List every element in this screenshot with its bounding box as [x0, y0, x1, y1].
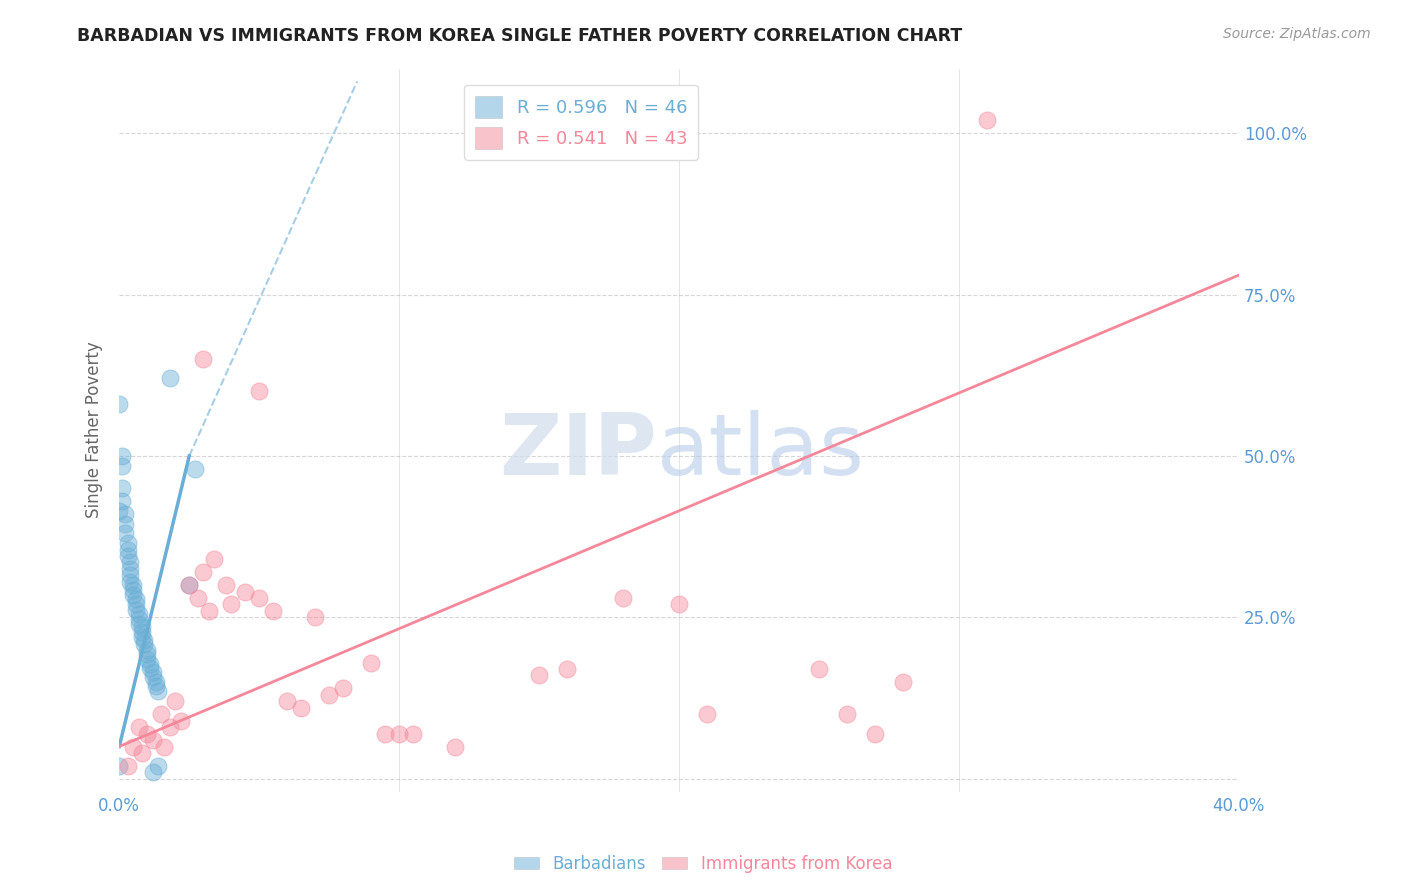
- Point: [142, 765, 165, 780]
- Point: [122, 588, 145, 602]
- Point: [111, 494, 134, 508]
- Point: [402, 726, 425, 740]
- Legend: Barbadians, Immigrants from Korea: Barbadians, Immigrants from Korea: [508, 848, 898, 880]
- Point: [165, 694, 187, 708]
- Point: [142, 665, 165, 680]
- Point: [114, 526, 136, 541]
- Point: [262, 604, 284, 618]
- Point: [247, 591, 270, 605]
- Point: [214, 578, 236, 592]
- Point: [131, 624, 153, 639]
- Point: [136, 652, 159, 666]
- Point: [148, 684, 170, 698]
- Point: [117, 759, 139, 773]
- Point: [117, 549, 139, 563]
- Text: BARBADIAN VS IMMIGRANTS FROM KOREA SINGLE FATHER POVERTY CORRELATION CHART: BARBADIAN VS IMMIGRANTS FROM KOREA SINGL…: [77, 27, 963, 45]
- Point: [114, 516, 136, 531]
- Point: [555, 662, 578, 676]
- Point: [835, 707, 858, 722]
- Point: [360, 656, 382, 670]
- Point: [219, 598, 242, 612]
- Point: [122, 739, 145, 754]
- Point: [145, 680, 167, 694]
- Point: [304, 610, 326, 624]
- Point: [612, 591, 634, 605]
- Point: [134, 638, 156, 652]
- Point: [332, 681, 354, 696]
- Point: [139, 657, 162, 671]
- Point: [142, 670, 165, 684]
- Point: [204, 552, 226, 566]
- Point: [120, 568, 142, 582]
- Point: [128, 720, 150, 734]
- Point: [148, 759, 170, 773]
- Point: [668, 598, 690, 612]
- Point: [170, 714, 193, 728]
- Point: [131, 630, 153, 644]
- Point: [179, 578, 201, 592]
- Point: [891, 674, 914, 689]
- Point: [696, 707, 718, 722]
- Point: [128, 607, 150, 621]
- Point: [193, 352, 215, 367]
- Point: [276, 694, 298, 708]
- Point: [108, 504, 131, 518]
- Point: [120, 574, 142, 589]
- Point: [153, 739, 176, 754]
- Point: [159, 720, 181, 734]
- Point: [193, 565, 215, 579]
- Point: [114, 507, 136, 521]
- Point: [128, 616, 150, 631]
- Point: [290, 700, 312, 714]
- Point: [150, 707, 173, 722]
- Point: [125, 592, 148, 607]
- Point: [247, 384, 270, 399]
- Text: ZIP: ZIP: [499, 410, 657, 493]
- Point: [374, 726, 396, 740]
- Point: [120, 556, 142, 570]
- Point: [117, 542, 139, 557]
- Point: [233, 584, 256, 599]
- Point: [136, 642, 159, 657]
- Point: [128, 612, 150, 626]
- Point: [145, 674, 167, 689]
- Point: [136, 726, 159, 740]
- Point: [108, 759, 131, 773]
- Text: Source: ZipAtlas.com: Source: ZipAtlas.com: [1223, 27, 1371, 41]
- Point: [136, 647, 159, 661]
- Point: [111, 458, 134, 473]
- Point: [139, 661, 162, 675]
- Point: [108, 397, 131, 411]
- Point: [131, 746, 153, 760]
- Point: [976, 113, 998, 128]
- Point: [122, 583, 145, 598]
- Point: [527, 668, 550, 682]
- Y-axis label: Single Father Poverty: Single Father Poverty: [86, 342, 103, 518]
- Point: [125, 602, 148, 616]
- Point: [142, 733, 165, 747]
- Point: [117, 536, 139, 550]
- Point: [125, 598, 148, 612]
- Legend: R = 0.596   N = 46, R = 0.541   N = 43: R = 0.596 N = 46, R = 0.541 N = 43: [464, 85, 697, 160]
- Point: [184, 462, 207, 476]
- Point: [807, 662, 830, 676]
- Point: [388, 726, 411, 740]
- Point: [318, 688, 340, 702]
- Point: [120, 562, 142, 576]
- Point: [179, 578, 201, 592]
- Point: [134, 632, 156, 647]
- Point: [111, 449, 134, 463]
- Point: [187, 591, 209, 605]
- Point: [131, 620, 153, 634]
- Point: [122, 578, 145, 592]
- Point: [111, 481, 134, 495]
- Point: [444, 739, 467, 754]
- Point: [198, 604, 221, 618]
- Text: atlas: atlas: [657, 410, 865, 493]
- Point: [863, 726, 886, 740]
- Point: [159, 371, 181, 385]
